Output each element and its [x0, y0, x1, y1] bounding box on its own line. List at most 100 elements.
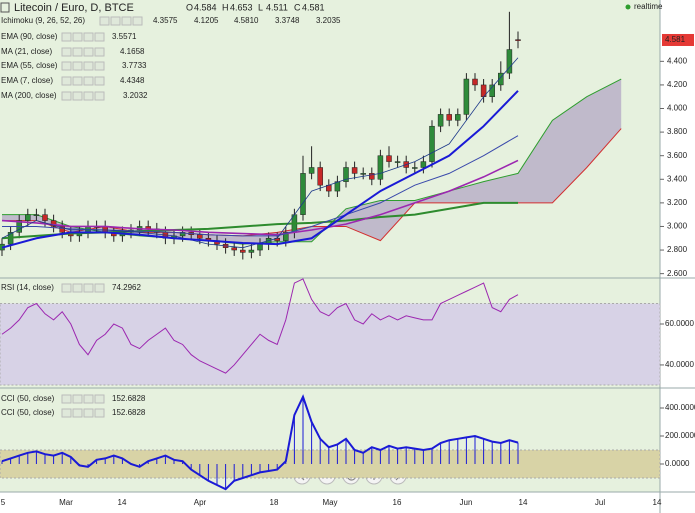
y-tick-label: 3.800	[667, 127, 688, 136]
ma-line	[1, 159, 519, 236]
legend-button[interactable]	[83, 47, 94, 57]
chart-title: Litecoin / Euro, D, BTCE	[14, 2, 134, 14]
y-tick-label: 3.600	[667, 151, 688, 160]
legend-button[interactable]	[72, 408, 83, 418]
legend-button[interactable]	[72, 283, 83, 293]
legend-name: MA (200, close)	[1, 91, 57, 100]
x-tick-label: 5	[1, 498, 6, 507]
legend-button[interactable]	[72, 76, 83, 86]
x-tick-label: 16	[393, 498, 402, 507]
ohlc-value: 4.511	[266, 2, 288, 12]
cci-band	[0, 449, 661, 479]
cci-value: 152.6828	[112, 394, 146, 403]
realtime-label: realtime	[634, 2, 663, 11]
candle-body	[334, 181, 341, 192]
candle-body	[369, 173, 375, 180]
legend-button[interactable]	[83, 394, 94, 404]
candle-body	[257, 243, 263, 251]
ohlc-value: 4.584	[194, 2, 217, 12]
candle-body	[197, 234, 203, 239]
legend-button[interactable]	[94, 47, 105, 57]
candle-body	[394, 161, 401, 163]
legend-value: 4.1658	[120, 47, 145, 56]
ohlc-label: O	[186, 2, 193, 12]
x-tick-label: 18	[270, 498, 279, 507]
legend-button[interactable]	[72, 394, 83, 404]
legend-button[interactable]	[99, 16, 110, 26]
x-tick-label: 14	[519, 498, 528, 507]
y-tick-label: 400.0000	[665, 403, 695, 412]
legend-button[interactable]	[110, 16, 121, 26]
y-tick-label: 4.400	[667, 56, 688, 65]
candle-body	[317, 167, 323, 186]
legend-button[interactable]	[83, 61, 94, 71]
cci-name: CCI (50, close)	[1, 408, 55, 417]
cci-value: 152.6828	[112, 408, 146, 417]
layers	[0, 11, 622, 260]
rsi-band	[0, 303, 661, 386]
candle-body	[42, 214, 48, 221]
y-tick-label: 4.200	[667, 80, 688, 89]
legend-button[interactable]	[61, 91, 72, 101]
ma-line	[1, 90, 519, 249]
y-tick-label: 200.0000	[665, 431, 695, 440]
legend-button[interactable]	[72, 47, 83, 57]
legend-button[interactable]	[61, 47, 72, 57]
y-tick-label: 3.400	[667, 174, 688, 183]
legend-value: 4.4348	[120, 76, 145, 85]
legend-button[interactable]	[61, 76, 72, 86]
candle-body	[515, 39, 521, 41]
legend-button[interactable]	[61, 394, 72, 404]
legend-button[interactable]	[132, 16, 143, 26]
candle-body	[240, 249, 246, 253]
legend-button[interactable]	[72, 32, 83, 42]
candle-body	[50, 220, 57, 227]
legend-name: EMA (55, close)	[1, 61, 58, 70]
legend-button[interactable]	[83, 76, 94, 86]
candle-body	[420, 161, 427, 168]
legend-button[interactable]	[94, 408, 105, 418]
candle-body	[300, 173, 306, 215]
y-tick-label: 2.800	[667, 245, 688, 254]
legend-name: EMA (90, close)	[1, 32, 58, 41]
legend-button[interactable]	[94, 76, 105, 86]
legend-button[interactable]	[94, 91, 105, 101]
legend-value: 3.7733	[122, 61, 147, 70]
ohlc-label: C	[294, 2, 301, 12]
candle-body	[179, 232, 186, 237]
legend-button[interactable]	[83, 283, 94, 293]
legend-name: Ichimoku (9, 26, 52, 26)	[1, 16, 85, 25]
legend-button[interactable]	[61, 61, 72, 71]
x-tick-label: Apr	[194, 498, 207, 507]
legend-button[interactable]	[61, 32, 72, 42]
y-tick-label: 4.000	[667, 104, 688, 113]
legend-button[interactable]	[83, 91, 94, 101]
cci-name: CCI (50, close)	[1, 394, 55, 403]
legend-value: 3.2032	[123, 91, 148, 100]
candle-body	[343, 167, 349, 182]
candle-body	[463, 78, 470, 115]
x-tick-label: 14	[118, 498, 127, 507]
ohlc-label: L	[258, 2, 263, 12]
legend-button[interactable]	[83, 32, 94, 42]
y-tick-label: 3.000	[667, 222, 688, 231]
legend-button[interactable]	[121, 16, 132, 26]
legend-button[interactable]	[94, 283, 105, 293]
legend-button[interactable]	[72, 61, 83, 71]
candle-body	[412, 167, 418, 169]
legend-button[interactable]	[72, 91, 83, 101]
legend-button[interactable]	[61, 283, 72, 293]
candle-body	[360, 173, 366, 175]
candle-body	[59, 226, 65, 233]
legend-button[interactable]	[61, 408, 72, 418]
legend-name: MA (21, close)	[1, 47, 52, 56]
x-tick-label: Jul	[595, 498, 605, 507]
ma-line	[2, 135, 519, 237]
collapse-icon[interactable]	[0, 2, 10, 13]
legend-button[interactable]	[83, 408, 94, 418]
candle-body	[351, 167, 358, 174]
legend-button[interactable]	[94, 394, 105, 404]
legend-button[interactable]	[94, 61, 105, 71]
legend-button[interactable]	[94, 32, 105, 42]
candle-body	[446, 114, 452, 121]
